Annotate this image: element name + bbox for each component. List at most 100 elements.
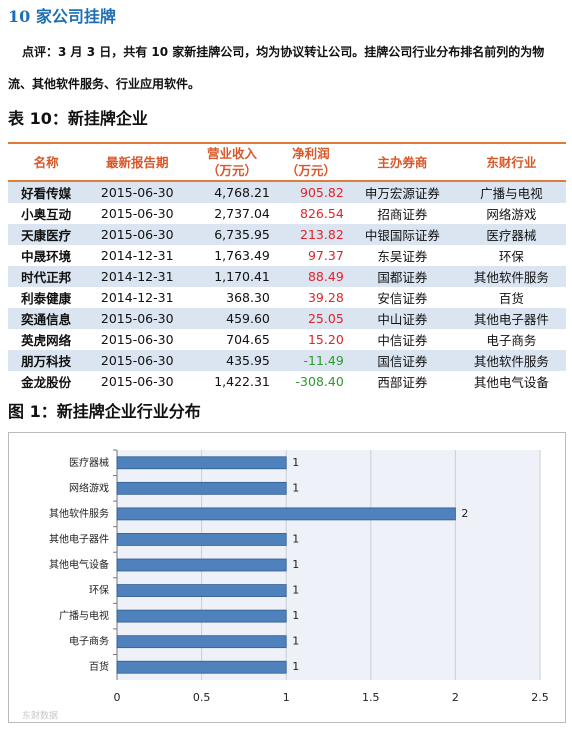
row: 小奥互动 2015-06-30 2,737.04 826.54 招商证券 网络游戏: [8, 203, 566, 224]
data-label: 1: [292, 635, 299, 648]
header-text: 营业收入: [207, 146, 258, 161]
cell: 2015-06-30: [84, 224, 191, 245]
cell: 905.82: [273, 181, 348, 203]
y-tick-label: 其他电子器件: [49, 532, 109, 545]
cell: 金龙股份: [21, 375, 72, 390]
cell: 213.82: [273, 224, 348, 245]
row: 天康医疗 2015-06-30 6,735.95 213.82 中银国际证券 医疗器械: [8, 224, 566, 245]
bar: [116, 609, 287, 623]
comment: 点评：3 月 3 日，共有 10 家新挂牌公司，均为协议转让公司。挂牌公司行业分…: [8, 45, 545, 91]
header-text: 净利润: [292, 146, 330, 161]
cell: 1,422.31: [214, 374, 270, 389]
header-text: （万元）: [207, 163, 258, 178]
data-label: 1: [292, 609, 299, 622]
cell: 368.30: [226, 290, 270, 305]
cell: 826.54: [300, 206, 344, 221]
bar: [116, 533, 287, 546]
y-tick-label: 医疗器械: [69, 456, 109, 469]
cell: 704.65: [226, 332, 270, 347]
row: 英虎网络 2015-06-30 704.65 15.20 中信证券 电子商务: [8, 329, 566, 350]
cell: 申万宏源证券: [347, 181, 457, 203]
header-cell: 净利润 （万元）: [273, 142, 348, 182]
row: 时代正邦 2014-12-31 1,170.41 88.49 国都证券 其他软件服务: [8, 266, 566, 287]
cell: 其他软件服务: [456, 350, 566, 371]
cell: 东吴证券: [377, 249, 428, 264]
bar: [116, 635, 287, 649]
cell: 国都证券: [347, 266, 457, 287]
header-text: 东财行业: [486, 154, 537, 170]
data-label: 1: [292, 660, 299, 673]
bar: [116, 660, 287, 674]
cell: 中信证券: [377, 333, 428, 348]
chart: 0 0.5 1 1.5 2 2.5 医疗器械 1 网络游戏 1 其他软件服务 2 其他电子器件 1 其他电气…: [8, 432, 566, 723]
cell: 奕通信息: [8, 308, 85, 329]
x-tick-label: 0: [114, 691, 121, 704]
row: 利泰健康 2014-12-31 368.30 39.28 安信证券 百货: [8, 287, 566, 308]
cell: 中银国际证券: [347, 224, 457, 245]
cell: -308.40: [295, 374, 344, 389]
header-text: 主办券商: [377, 154, 428, 170]
cell: 网络游戏: [486, 207, 537, 222]
cell: 中山证券: [347, 308, 457, 329]
cell: 小奥互动: [21, 207, 72, 222]
cell: 39.28: [307, 290, 344, 305]
cell: 2015-06-30: [100, 374, 174, 389]
header-cell: 名称: [8, 142, 85, 182]
y-tick-label: 百货: [89, 660, 109, 673]
cell: 医疗器械: [456, 224, 566, 245]
bar: [116, 558, 287, 572]
cell: 2,737.04: [214, 206, 270, 221]
bar: [116, 481, 287, 495]
figure-caption: 图 1：新挂牌企业行业分布: [8, 402, 201, 421]
cell: 1,170.41: [190, 266, 274, 287]
table: 名称 最新报告期 营业收入 （万元） 净利润 （万元） 主办券商 东财行业 好看传媒 2015-0…: [8, 142, 566, 392]
cell: 国信证券: [347, 350, 457, 371]
header-text: 名称: [33, 154, 59, 170]
data-label: 1: [292, 532, 299, 545]
y-tick-label: 其他软件服务: [49, 507, 109, 520]
row: 奕通信息 2015-06-30 459.60 25.05 中山证券 其他电子器件: [8, 308, 566, 329]
cell: 天康医疗: [8, 224, 85, 245]
x-tick-label: 1.5: [362, 691, 380, 704]
bar: [116, 456, 287, 470]
cell: 6,735.95: [190, 224, 274, 245]
cell: 百货: [498, 291, 524, 306]
y-tick-label: 网络游戏: [69, 481, 109, 494]
header-cell: 主办券商: [347, 142, 457, 182]
cell: 其他电子器件: [456, 308, 566, 329]
cell: 电子商务: [486, 333, 537, 348]
cell: 2015-06-30: [100, 206, 174, 221]
cell: 459.60: [190, 308, 274, 329]
cell: 时代正邦: [8, 266, 85, 287]
cell: 2014-12-31: [100, 290, 174, 305]
data-label: 1: [292, 456, 299, 469]
header-cell: 东财行业: [456, 142, 566, 182]
bar: [116, 507, 456, 521]
bar: [116, 584, 287, 597]
cell: 435.95: [190, 350, 274, 371]
header-text: （万元）: [285, 163, 336, 178]
cell: 1,763.49: [214, 248, 270, 263]
cell: 15.20: [307, 332, 344, 347]
cell: 97.37: [307, 248, 344, 263]
data-label: 1: [292, 558, 299, 571]
cell: -11.49: [273, 350, 348, 371]
cell: 环保: [498, 249, 524, 264]
cell: 英虎网络: [21, 333, 72, 348]
cell: 4,768.21: [190, 181, 274, 203]
cell: 2015-06-30: [84, 350, 191, 371]
cell: 2015-06-30: [100, 332, 174, 347]
cell: 安信证券: [377, 291, 428, 306]
x-tick-label: 1: [283, 691, 290, 704]
y-tick-label: 广播与电视: [59, 609, 109, 622]
cell: 2015-06-30: [84, 308, 191, 329]
data-label: 1: [292, 584, 299, 597]
row: 金龙股份 2015-06-30 1,422.31 -308.40 西部证券 其他电气设备: [8, 371, 566, 392]
cell: 中晟环境: [21, 249, 72, 264]
x-tick-label: 2: [452, 691, 459, 704]
y-tick-label: 电子商务: [69, 635, 109, 648]
cell: 其他电气设备: [473, 375, 549, 390]
cell: 广播与电视: [456, 181, 566, 203]
header-cell: 营业收入 （万元）: [190, 142, 274, 182]
